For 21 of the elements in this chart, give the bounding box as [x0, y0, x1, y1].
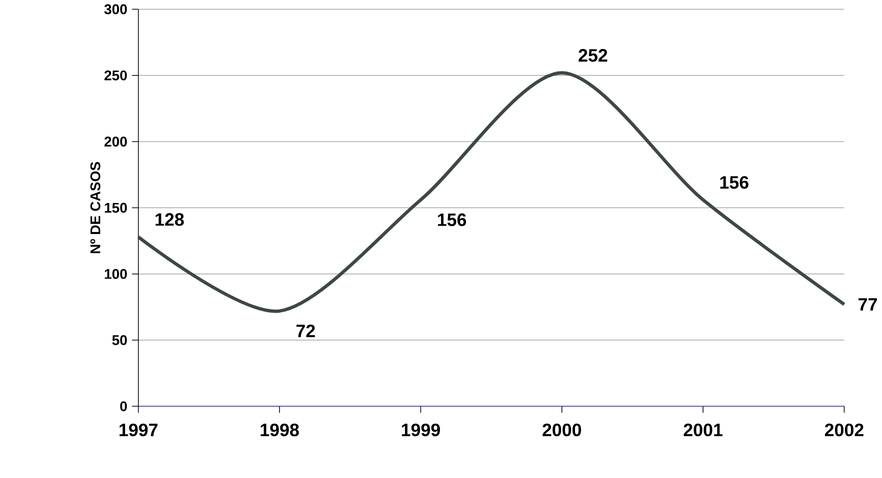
y-tick-label: 50: [112, 335, 127, 346]
data-label: 252: [578, 49, 608, 62]
data-label: 156: [438, 214, 466, 226]
y-tick-label: 100: [104, 269, 127, 280]
x-tick-label: 1999: [402, 424, 440, 436]
data-label: 128: [156, 213, 184, 226]
y-tick-label: 200: [104, 136, 127, 147]
y-tick-label: 250: [104, 70, 127, 81]
x-tick-label: 1998: [260, 424, 299, 436]
y-tick-label: 300: [104, 4, 127, 14]
x-tick-label: 2000: [542, 424, 582, 436]
data-label: 77: [858, 298, 877, 311]
x-tick-label: 2001: [684, 424, 722, 436]
y-tick-label: 0: [120, 401, 127, 412]
y-axis-title: Nº DE CASOS: [90, 162, 100, 254]
y-tick-label: 150: [104, 202, 127, 213]
data-label: 156: [720, 176, 748, 189]
line-series: [136, 71, 846, 313]
x-tick-label: 2002: [824, 424, 864, 436]
x-tick-label: 1997: [120, 424, 158, 436]
data-label: 72: [296, 324, 315, 338]
